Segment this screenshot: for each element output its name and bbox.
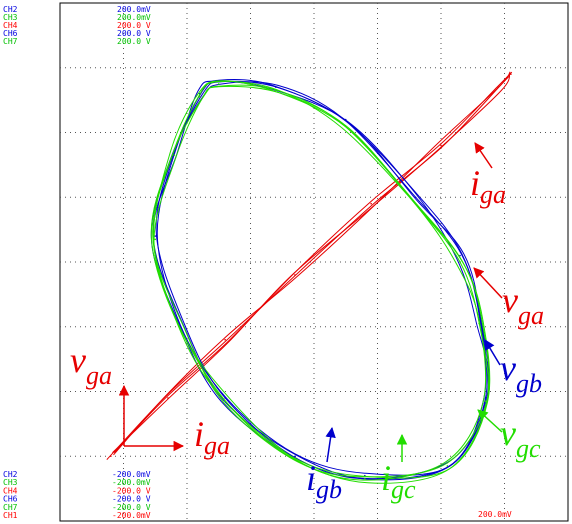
- traces: [106, 71, 513, 484]
- data-point: [344, 118, 347, 121]
- trace-i-gc: [152, 80, 491, 479]
- channel-scale: -200.0mV: [112, 470, 151, 479]
- channel-legend-bottom: CH2 -200.0mV CH3 -200.0mV CH4 -200.0 V CH6 -200…: [3, 470, 151, 520]
- x-scale-readout: 200.0mV: [478, 510, 512, 519]
- data-point: [364, 478, 366, 480]
- data-point: [294, 274, 296, 276]
- data-point: [484, 400, 487, 403]
- data-point: [173, 154, 176, 156]
- label-axis-i-ga: iga: [194, 414, 230, 460]
- channel-scale: 200.0 V: [117, 21, 151, 30]
- data-point: [179, 329, 182, 331]
- label-v-gb: vgb: [500, 348, 542, 398]
- data-point: [275, 86, 277, 88]
- data-point: [414, 202, 417, 205]
- label-i-gc: igc: [381, 458, 416, 504]
- data-point: [459, 261, 461, 263]
- label-v-ga-right: vga: [502, 280, 544, 330]
- channel-name: CH4: [3, 486, 18, 495]
- channel-scale: -200.0mV: [112, 511, 151, 520]
- channel-name: CH4: [3, 21, 18, 30]
- channel-name: CH7: [3, 503, 18, 512]
- data-point: [110, 455, 112, 458]
- arrow-v-ga-right: [473, 267, 503, 299]
- data-point: [440, 144, 442, 147]
- data-point: [459, 254, 461, 257]
- arrow-i-ga-top: [474, 142, 493, 169]
- data-point: [484, 397, 487, 399]
- data-point: [294, 455, 296, 458]
- label-i-ga-top: iga: [470, 163, 506, 209]
- data-point: [497, 86, 499, 88]
- data-point: [294, 458, 296, 461]
- channel-legend-top: CH2 200.0mV CH3 200.0mV CH4 200.0 V CH6 200.0 V…: [3, 5, 151, 46]
- channel-scale: -200.0 V: [112, 495, 151, 504]
- data-point: [478, 322, 480, 325]
- channel-scale: -200.0 V: [112, 486, 151, 495]
- arrow-v-gb: [484, 339, 501, 366]
- arrow-v-gc: [477, 409, 503, 433]
- channel-scale: 200.0 V: [117, 37, 151, 46]
- data-point: [154, 235, 157, 237]
- trace-i-gb: [156, 78, 488, 476]
- data-point: [167, 397, 169, 399]
- data-point: [344, 125, 347, 127]
- channel-scale: 200.0mV: [117, 13, 151, 22]
- channel-name: CH2: [3, 470, 18, 479]
- data-point: [224, 400, 226, 403]
- trace-v-ga-vs-i-ga: [106, 75, 511, 460]
- channel-name: CH7: [3, 37, 18, 46]
- channel-scale: -200.0 V: [112, 503, 151, 512]
- channel-name: CH3: [3, 13, 18, 22]
- channel-name: CH2: [3, 5, 18, 14]
- channel-name: CH1: [3, 511, 18, 520]
- channel-scale: 200.0mV: [117, 5, 151, 14]
- trace-i-gc: [152, 80, 490, 478]
- data-point: [446, 465, 449, 467]
- channel-name: CH6: [3, 29, 18, 38]
- data-point: [414, 196, 417, 199]
- channel-name: CH6: [3, 495, 18, 504]
- channel-scale: -200.0mV: [112, 478, 151, 487]
- data-point: [510, 73, 512, 76]
- arrow-i-gb: [325, 426, 336, 463]
- channel-scale: 200.0 V: [117, 29, 151, 38]
- data-point: [217, 83, 220, 85]
- data-point: [275, 89, 277, 92]
- label-v-gc: vgc: [500, 413, 541, 463]
- data-point: [370, 202, 372, 205]
- trace-i-gc: [153, 85, 489, 484]
- label-axis-v-ga: vga: [70, 340, 112, 390]
- data-point: [198, 96, 201, 98]
- data-point: [224, 397, 226, 399]
- trace-v-ga-vs-i-ga: [112, 72, 511, 454]
- data-point: [224, 338, 226, 341]
- data-point: [154, 238, 157, 241]
- trace-v-ga-vs-i-ga: [113, 71, 513, 454]
- channel-name: CH3: [3, 478, 18, 487]
- label-i-gb: igb: [306, 458, 342, 504]
